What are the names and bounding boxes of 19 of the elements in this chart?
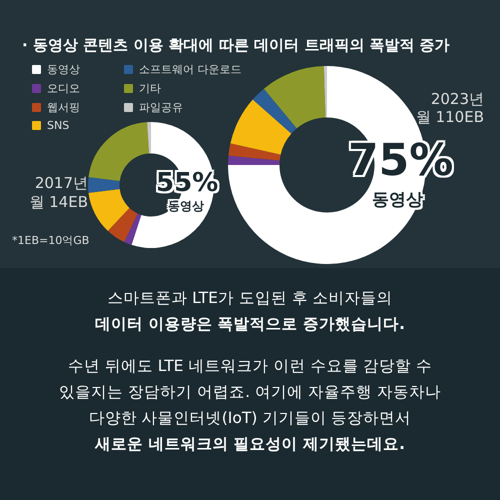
text: 다양한 사물인터넷(IoT) 기기들이 등장하면서	[88, 408, 412, 429]
text: 스마트폰과 LTE가 도입된 후 소비자들의	[106, 288, 394, 309]
legend-label: 동영상	[47, 62, 80, 77]
text: 데이터 이용량은 폭발적으로 증가했습니다.	[94, 314, 406, 335]
text: 있을지는 장담하기 어렵죠. 여기에 자율주행 자동차나	[58, 382, 442, 403]
text: 새로운 네트워크의 필요성이 제기됐는데요.	[94, 434, 406, 455]
text: *1EB=10억GB	[12, 233, 90, 248]
legend-label: 오디오	[47, 81, 80, 96]
legend-label: 기타	[139, 81, 161, 96]
legend-label: 파일공유	[139, 100, 183, 115]
text: 월 110EB	[414, 108, 484, 127]
legend-label: SNS	[47, 119, 70, 132]
legend-label: 웹서핑	[47, 100, 80, 115]
slice-label: 2017년	[34, 174, 88, 193]
text: 수년 뒤에도 LTE 네트워크가 이런 수요를 감당할 수	[66, 356, 434, 377]
chart-title: · 동영상 콘텐츠 이용 확대에 따른 데이터 트래픽의 폭발적 증가	[22, 36, 450, 55]
text: 월 14EB	[28, 193, 88, 212]
slice-label: 2023년	[430, 90, 484, 109]
legend-label: 소프트웨어 다운로드	[139, 62, 242, 77]
